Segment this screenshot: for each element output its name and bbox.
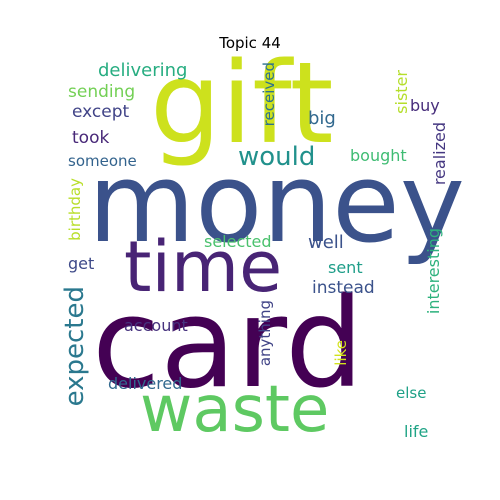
word-waste: waste (140, 373, 330, 447)
word-money: money (88, 139, 465, 267)
word-birthday: birthday (66, 178, 84, 241)
word-interesting: interesting (424, 228, 443, 315)
word-except: except (72, 102, 130, 122)
word-like: like (332, 340, 350, 366)
word-account: account (124, 316, 188, 335)
word-sending: sending (68, 82, 136, 102)
word-delivering: delivering (98, 60, 188, 81)
word-bought: bought (350, 146, 407, 165)
word-took: took (72, 128, 110, 148)
word-realized: realized (430, 122, 449, 186)
word-gift: gift (150, 39, 334, 169)
word-sister: sister (392, 70, 411, 114)
word-get: get (68, 254, 95, 273)
word-card: card (92, 272, 364, 416)
word-sent: sent (328, 258, 363, 277)
word-delivered: delivered (108, 374, 183, 393)
chart-title: Topic 44 (219, 34, 281, 52)
word-received: received (260, 62, 278, 127)
word-life: life (404, 422, 429, 441)
word-expected: expected (60, 286, 90, 407)
word-big: big (308, 108, 336, 129)
word-buy: buy (410, 96, 440, 115)
word-someone: someone (68, 152, 137, 170)
word-time: time (124, 226, 283, 308)
word-would: would (238, 142, 316, 172)
word-selected: selected (204, 232, 272, 251)
word-anything: anything (256, 300, 274, 367)
word-else: else (396, 384, 427, 402)
word-well: well (308, 232, 344, 253)
word-instead: instead (312, 278, 375, 298)
